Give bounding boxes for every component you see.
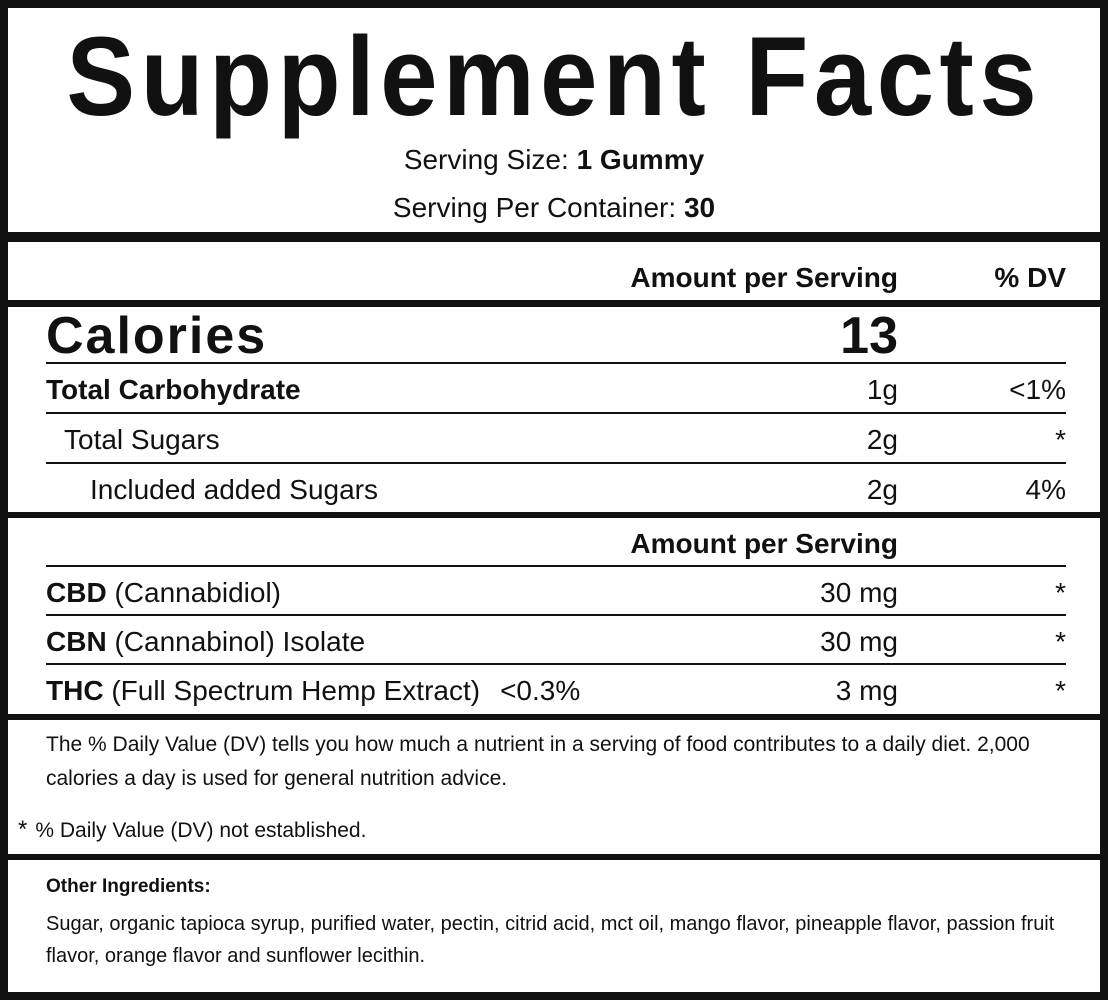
divider xyxy=(46,362,1066,364)
nutrient-amount: 2g xyxy=(866,424,898,455)
calories-value: 13 xyxy=(840,307,898,365)
asterisk-text: % Daily Value (DV) not established. xyxy=(35,819,367,842)
dv-header: % DV xyxy=(994,262,1066,293)
title-wrap: Supplement Facts xyxy=(8,12,1100,142)
servings-value: 30 xyxy=(683,192,716,223)
cannabinoid-code: CBD xyxy=(46,577,107,608)
nutrient-name: Total Carbohydrate xyxy=(46,374,301,405)
cannabinoid-detail: (Cannabinol) Isolate xyxy=(114,626,366,657)
divider xyxy=(8,714,1100,720)
serving-size-value: 1 Gummy xyxy=(576,144,705,175)
serving-size-label: Serving Size: xyxy=(403,144,569,175)
cannabinoid-code: CBN xyxy=(46,626,107,657)
amount-header: Amount per Serving xyxy=(630,262,898,293)
cannabinoid-dv: * xyxy=(1055,577,1066,608)
cannabinoid-dv: * xyxy=(1055,675,1066,706)
cannabinoid-detail: (Full Spectrum Hemp Extract) xyxy=(111,675,481,706)
divider xyxy=(8,854,1100,860)
header-row: Amount per Serving % DV xyxy=(46,252,1066,300)
divider xyxy=(46,565,1066,567)
servings-per-container: Serving Per Container: 30 xyxy=(8,192,1100,224)
nutrient-amount: 2g xyxy=(866,474,898,505)
cannabinoid-row: CBD (Cannabidiol) 30 mg * xyxy=(46,567,1066,615)
nutrient-row: Included added Sugars 2g 4% xyxy=(46,464,1066,512)
servings-label: Serving Per Container: xyxy=(392,192,677,223)
cannabinoid-code: THC xyxy=(46,675,104,706)
nutrient-name: Total Sugars xyxy=(64,424,220,455)
cannabinoid-percent: <0.3% xyxy=(500,675,581,706)
serving-size: Serving Size: 1 Gummy xyxy=(8,144,1100,176)
divider xyxy=(8,232,1100,242)
asterisk-note: * % Daily Value (DV) not established. xyxy=(18,816,366,844)
cannabinoid-amount: 30 mg xyxy=(820,577,898,608)
nutrient-name: Included added Sugars xyxy=(90,474,378,505)
ingredients-label: Other Ingredients: xyxy=(46,876,211,897)
calories-label: Calories xyxy=(46,307,268,365)
divider xyxy=(46,663,1066,665)
nutrient-row: Total Sugars 2g * xyxy=(46,414,1066,462)
nutrient-dv: * xyxy=(1055,424,1066,455)
asterisk: * xyxy=(18,816,28,843)
divider xyxy=(46,462,1066,464)
cannabinoid-name: THC (Full Spectrum Hemp Extract) <0.3% xyxy=(46,675,580,707)
divider xyxy=(8,512,1100,518)
divider xyxy=(8,300,1100,307)
nutrient-dv: <1% xyxy=(1009,374,1066,405)
cannabinoid-amount: 30 mg xyxy=(820,626,898,657)
cannabinoid-name: CBN (Cannabinol) Isolate xyxy=(46,626,365,658)
divider xyxy=(46,412,1066,414)
cannabinoid-row: THC (Full Spectrum Hemp Extract) <0.3% 3 m… xyxy=(46,665,1066,713)
calories-row: Calories 13 xyxy=(46,307,1066,365)
footnote: The % Daily Value (DV) tells you how muc… xyxy=(46,733,1030,790)
nutrient-amount: 1g xyxy=(866,374,898,405)
amount-header: Amount per Serving xyxy=(630,528,898,559)
cannabinoid-name: CBD (Cannabidiol) xyxy=(46,577,281,609)
title: Supplement Facts xyxy=(66,14,1042,139)
cannabinoid-dv: * xyxy=(1055,626,1066,657)
cannabinoid-header-row: Amount per Serving xyxy=(46,518,1066,566)
ingredients-text: Sugar, organic tapioca syrup, purified w… xyxy=(46,913,1055,967)
divider xyxy=(46,614,1066,616)
cannabinoid-row: CBN (Cannabinol) Isolate 30 mg * xyxy=(46,616,1066,664)
cannabinoid-amount: 3 mg xyxy=(835,675,898,706)
nutrient-row: Total Carbohydrate 1g <1% xyxy=(46,364,1066,412)
cannabinoid-detail: (Cannabidiol) xyxy=(114,577,281,608)
nutrient-dv: 4% xyxy=(1025,474,1066,505)
